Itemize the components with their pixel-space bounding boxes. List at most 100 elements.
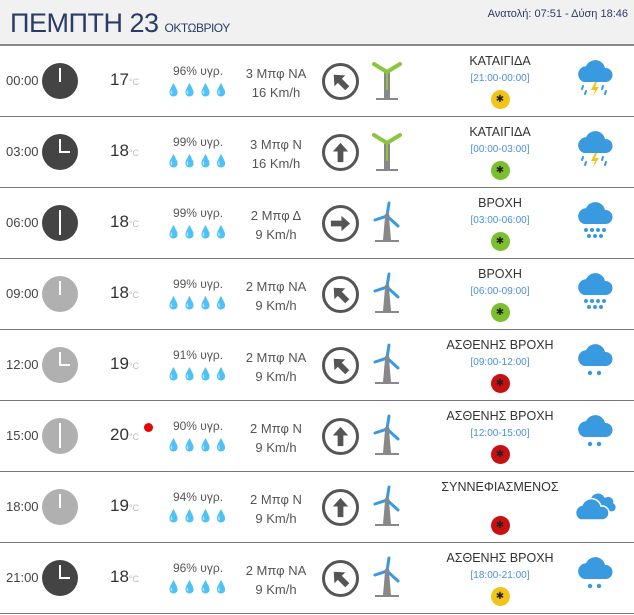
mosquito-icon: ✱ <box>490 161 510 180</box>
light-rain-icon <box>578 415 613 447</box>
forecast-row: 12:00 19°C 91% υγρ. 💧💧💧💧 2 Μπφ ΝΑ 9 Km/h Α… <box>0 330 634 401</box>
temperature: 18°C <box>110 567 140 586</box>
mosquito-icon: ✱ <box>490 516 510 535</box>
mosquito-icon: ✱ <box>490 90 510 109</box>
clock-icon <box>42 418 78 454</box>
humidity-drops-icon: 💧💧💧💧 <box>166 438 230 452</box>
clock-icon <box>42 276 78 312</box>
wind-direction-arrow-icon <box>322 134 359 171</box>
thunderstorm-icon <box>578 60 613 96</box>
wind-beaufort: 3 Μπφ ΝΑ <box>245 66 307 81</box>
wind-turbine-icon <box>372 62 402 100</box>
wind-direction-arrow-icon <box>322 347 359 384</box>
humidity-drops-icon: 💧💧💧💧 <box>166 580 230 594</box>
humidity: 99% υγρ. 💧💧💧💧 <box>166 277 230 310</box>
wind-speed: 16 Km/h <box>251 156 301 171</box>
day-title: ΠΕΜΠΤΗ 23 ΟΚΤΩΒΡΙΟΥ <box>10 8 231 38</box>
wind-speed: 9 Km/h <box>255 440 297 455</box>
time-label: 06:00 <box>6 215 39 230</box>
forecast-row: 09:00 18°C 99% υγρ. 💧💧💧💧 2 Μπφ ΝΑ 9 Km/h Β… <box>0 259 634 330</box>
current-indicator <box>144 423 153 432</box>
clock-icon <box>42 560 78 596</box>
condition-time-range: [03:00-06:00] <box>470 215 530 226</box>
wind-turbine-icon <box>373 414 400 455</box>
condition-time-range: [00:00-03:00] <box>470 144 530 155</box>
temp-unit: °C <box>128 574 140 584</box>
condition-time-range: [09:00-12:00] <box>470 357 530 368</box>
month-label: ΟΚΤΩΒΡΙΟΥ <box>164 21 231 35</box>
mosquito-icon: ✱ <box>490 374 510 393</box>
forecast-row: 00:00 17°C 96% υγρ. 💧💧💧💧 3 Μπφ ΝΑ 16 Km/h … <box>0 46 634 117</box>
condition: ΑΣΘΕΝΗΣ ΒΡΟΧΗ [18:00-21:00] ✱ <box>430 551 570 606</box>
temperature: 18°C <box>110 141 140 160</box>
condition: ΑΣΘΕΝΗΣ ΒΡΟΧΗ [09:00-12:00] ✱ <box>430 338 570 393</box>
temp-unit: °C <box>128 361 140 371</box>
mosquito-icon: ✱ <box>490 232 510 251</box>
humidity: 90% υγρ. 💧💧💧💧 <box>166 419 230 452</box>
temperature: 18°C <box>110 283 140 302</box>
forecast-row: 18:00 19°C 94% υγρ. 💧💧💧💧 2 Μπφ Ν 9 Km/h ΣΥ… <box>0 472 634 543</box>
forecast-row: 06:00 18°C 99% υγρ. 💧💧💧💧 2 Μπφ Δ 9 Km/h ΒΡ… <box>0 188 634 259</box>
time-label: 09:00 <box>6 286 39 301</box>
wind-direction-arrow-icon <box>322 276 359 313</box>
humidity: 96% υγρ. 💧💧💧💧 <box>166 561 230 594</box>
temp-unit: °C <box>128 503 140 513</box>
wind-info: 3 Μπφ ΝΑ 16 Km/h <box>236 64 316 102</box>
wind-info: 3 Μπφ Ν 16 Km/h <box>236 135 316 173</box>
wind-speed: 9 Km/h <box>255 582 297 597</box>
mosquito-icon: ✱ <box>490 303 510 322</box>
condition: ΑΣΘΕΝΗΣ ΒΡΟΧΗ [12:00-15:00] ✱ <box>430 409 570 464</box>
light-rain-icon <box>578 344 613 376</box>
humidity: 99% υγρ. 💧💧💧💧 <box>166 206 230 239</box>
humidity-drops-icon: 💧💧💧💧 <box>166 367 230 381</box>
condition-time-range: [06:00-09:00] <box>470 286 530 297</box>
wind-turbine-icon <box>373 201 400 242</box>
wind-turbine-icon <box>373 485 400 526</box>
wind-info: 2 Μπφ Δ 9 Km/h <box>236 206 316 244</box>
condition: ΒΡΟΧΗ [06:00-09:00] ✱ <box>430 267 570 322</box>
forecast-row: 21:00 18°C 96% υγρ. 💧💧💧💧 2 Μπφ ΝΑ 9 Km/h Α… <box>0 543 634 614</box>
clock-icon <box>42 489 78 525</box>
temp-unit: °C <box>128 148 140 158</box>
humidity: 91% υγρ. 💧💧💧💧 <box>166 348 230 381</box>
condition-label: ΑΣΘΕΝΗΣ ΒΡΟΧΗ <box>446 338 554 352</box>
humidity: 96% υγρ. 💧💧💧💧 <box>166 64 230 97</box>
forecast-row: 15:00 20°C 90% υγρ. 💧💧💧💧 2 Μπφ Ν 9 Km/h ΑΣ… <box>0 401 634 472</box>
time-label: 15:00 <box>6 428 39 443</box>
condition-time-range: [21:00-00:00] <box>470 73 530 84</box>
wind-speed: 9 Km/h <box>255 298 297 313</box>
wind-beaufort: 2 Μπφ Ν <box>250 492 302 507</box>
condition-time-range <box>430 499 570 511</box>
forecast-row: 03:00 18°C 99% υγρ. 💧💧💧💧 3 Μπφ Ν 16 Km/h Κ… <box>0 117 634 188</box>
humidity-drops-icon: 💧💧💧💧 <box>166 83 230 97</box>
temperature: 20°C <box>110 425 140 444</box>
wind-speed: 9 Km/h <box>255 227 297 242</box>
wind-turbine-icon <box>373 343 400 384</box>
humidity: 94% υγρ. 💧💧💧💧 <box>166 490 230 523</box>
condition-label: ΒΡΟΧΗ <box>478 267 522 281</box>
wind-speed: 9 Km/h <box>255 369 297 384</box>
clock-icon <box>42 347 78 383</box>
humidity: 99% υγρ. 💧💧💧💧 <box>166 135 230 168</box>
condition: ΚΑΤΑΙΓΙΔΑ [21:00-00:00] ✱ <box>430 54 570 109</box>
time-label: 00:00 <box>6 73 39 88</box>
time-label: 21:00 <box>6 570 39 585</box>
clock-icon <box>42 63 78 99</box>
wind-beaufort: 2 Μπφ Δ <box>250 208 302 223</box>
time-label: 12:00 <box>6 357 39 372</box>
temp-unit: °C <box>128 219 140 229</box>
temp-unit: °C <box>128 432 140 442</box>
wind-direction-arrow-icon <box>322 560 359 597</box>
condition-label: ΑΣΘΕΝΗΣ ΒΡΟΧΗ <box>446 409 554 423</box>
temp-unit: °C <box>128 290 140 300</box>
wind-direction-arrow-icon <box>322 205 359 242</box>
wind-info: 2 Μπφ Ν 9 Km/h <box>236 490 316 528</box>
condition: ΚΑΤΑΙΓΙΔΑ [00:00-03:00] ✱ <box>430 125 570 180</box>
wind-beaufort: 2 Μπφ ΝΑ <box>245 350 307 365</box>
wind-beaufort: 2 Μπφ ΝΑ <box>245 563 307 578</box>
clock-icon <box>42 205 78 241</box>
wind-direction-arrow-icon <box>322 418 359 455</box>
wind-beaufort: 2 Μπφ Ν <box>250 421 302 436</box>
condition-time-range: [18:00-21:00] <box>470 570 530 581</box>
wind-direction-arrow-icon <box>322 489 359 526</box>
